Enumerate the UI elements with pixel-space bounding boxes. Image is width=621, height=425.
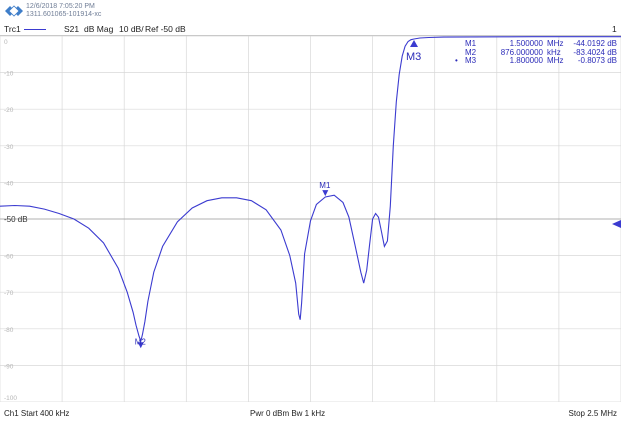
y-tick-label: -40 [4, 180, 14, 187]
trace-scale[interactable]: 10 dB/ [119, 24, 144, 34]
marker-row-m2[interactable]: M2 876.000000 kHz -83.4024 dB [455, 47, 617, 58]
y-tick-label: 0 [4, 39, 8, 46]
marker-freq: 876.000000 [500, 47, 543, 57]
marker-value: -0.8073 dB [577, 56, 617, 65]
marker-name: M1 [465, 39, 477, 48]
marker-freq: 1.500000 [509, 39, 543, 48]
y-axis-labels: 0 -10 -20 -30 -40 -50 dB -60 -70 -80 -90 -100 [4, 39, 28, 402]
reference-level-arrow[interactable] [612, 220, 621, 228]
y-tick-label: -80 [4, 327, 14, 334]
footer-start: Ch1 Start 400 kHz [4, 409, 70, 418]
marker-unit: kHz [547, 47, 561, 57]
marker-m2[interactable]: M2 [135, 337, 147, 349]
marker-flag: • [455, 56, 458, 65]
s21-trace-chart[interactable]: 0-10-20-30-40-50 dB-60-70-80-90-100 M1M2… [0, 36, 621, 402]
y-tick-label: -30 [4, 144, 14, 151]
marker-label: M1 [319, 181, 331, 190]
instrument-id: 1311.601065-101914-xc [26, 11, 102, 18]
marker-row-m3[interactable]: • M3 1.800000 MHz -0.8073 dB [455, 56, 617, 66]
marker-label: M3 [406, 51, 421, 63]
marker-label: M2 [135, 337, 147, 346]
marker-m1[interactable]: M1 [319, 181, 331, 197]
marker-unit: MHz [547, 56, 564, 65]
trace-parameter[interactable]: S21 [64, 24, 80, 34]
marker-value: -44.0192 dB [573, 39, 617, 48]
rohde-schwarz-logo-icon [5, 5, 23, 17]
s21-trace-line [0, 36, 621, 344]
trace-line-swatch [24, 29, 46, 30]
y-tick-label: -90 [4, 363, 14, 370]
marker-flag [455, 40, 461, 49]
datetime: 12/6/2018 7:05:20 PM [26, 3, 95, 10]
marker-name: M3 [465, 56, 477, 65]
trace-ref[interactable]: Ref -50 dB [145, 24, 186, 34]
grid [0, 36, 621, 402]
marker-m3[interactable]: M3 [406, 39, 421, 63]
y-tick-label: -60 [4, 254, 14, 261]
channel-number: 1 [612, 24, 617, 34]
y-tick-label: -10 [4, 71, 14, 78]
y-tick-label: -70 [4, 290, 14, 297]
marker-triangle-icon [137, 342, 144, 349]
marker-value: -83.4024 dB [573, 47, 617, 57]
trace-info-bar[interactable]: Trc1 S21 dB Mag 10 dB/ Ref -50 dB 1 [0, 24, 621, 36]
footer-stop: Stop 2.5 MHz [568, 409, 617, 418]
header-info: 12/6/2018 7:05:20 PM 1311.601065-101914-… [26, 3, 101, 19]
y-tick-label: -20 [4, 107, 14, 114]
marker-name: M2 [465, 47, 477, 57]
markers: M1 M2 M3 [135, 39, 421, 349]
y-tick-label: -50 dB [4, 215, 28, 224]
trace-format[interactable]: dB Mag [84, 24, 114, 34]
y-tick-label: -100 [4, 395, 17, 402]
marker-triangle-icon [322, 190, 329, 197]
marker-freq: 1.800000 [509, 56, 543, 65]
marker-unit: MHz [547, 39, 564, 48]
trace-name[interactable]: Trc1 [4, 24, 21, 34]
marker-readout-table: M1 1.500000 MHz -44.0192 dB M2 876.000000 kHz -… [455, 39, 617, 66]
marker-triangle-icon [410, 39, 418, 47]
marker-row-m1[interactable]: M1 1.500000 MHz -44.0192 dB [455, 39, 617, 49]
footer-power-bandwidth: Pwr 0 dBm Bw 1 kHz [250, 409, 326, 418]
